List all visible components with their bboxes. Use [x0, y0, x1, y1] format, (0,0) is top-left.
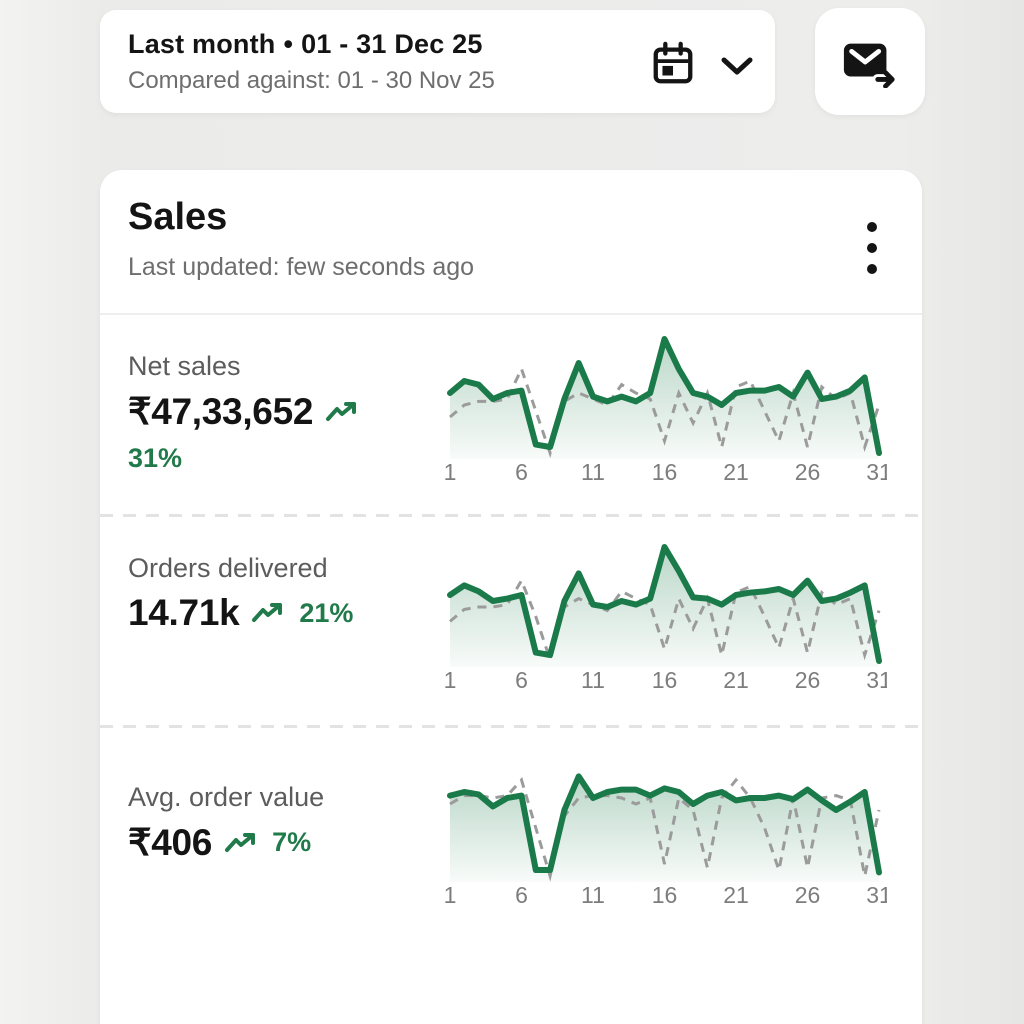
date-range-primary: Last month • 01 - 31 Dec 25: [128, 29, 655, 60]
metric-section-avg-order-value: Avg. order value ₹406 7% 1 6 11 16 21 26 31: [100, 728, 922, 1024]
svg-text:21: 21: [723, 882, 749, 907]
email-share-icon: [841, 36, 899, 88]
svg-text:31: 31: [866, 882, 887, 907]
svg-text:21: 21: [723, 459, 749, 484]
email-report-button[interactable]: [815, 8, 925, 115]
metric-change: 21%: [299, 597, 354, 628]
svg-text:16: 16: [652, 459, 678, 484]
avg-order-value-sparkline-chart: 1 6 11 16 21 26 31: [442, 752, 887, 907]
svg-text:16: 16: [652, 882, 678, 907]
period-label: Last month: [128, 28, 276, 59]
svg-text:21: 21: [723, 667, 749, 692]
svg-text:1: 1: [444, 459, 457, 484]
trending-up-icon: [325, 399, 361, 425]
orders-delivered-sparkline-chart: 1 6 11 16 21 26 31: [442, 537, 887, 692]
section-divider: [100, 725, 922, 728]
sales-title: Sales: [128, 196, 228, 238]
metric-label: Avg. order value: [128, 782, 325, 812]
metric-orders-delivered: Orders delivered 14.71k 21%: [128, 553, 438, 634]
svg-text:11: 11: [581, 882, 605, 907]
metric-change: 7%: [272, 827, 312, 857]
metric-net-sales: Net sales ₹47,33,652 31%: [128, 351, 438, 474]
svg-text:6: 6: [515, 882, 528, 907]
metric-value: ₹406: [128, 822, 213, 863]
svg-text:31: 31: [866, 667, 887, 692]
date-range-text: 01 - 31 Dec 25: [301, 28, 483, 59]
svg-text:1: 1: [444, 882, 457, 907]
metric-avg-order-value: Avg. order value ₹406 7%: [128, 782, 438, 864]
chevron-down-icon[interactable]: [717, 54, 757, 78]
bullet-separator: •: [283, 28, 294, 59]
svg-text:26: 26: [795, 667, 821, 692]
metric-value: ₹47,33,652: [128, 391, 314, 432]
date-range-selector[interactable]: Last month • 01 - 31 Dec 25 Compared again…: [100, 10, 775, 113]
svg-text:16: 16: [652, 667, 678, 692]
sales-card-header: Sales Last updated: few seconds ago: [100, 170, 922, 315]
section-divider: [100, 514, 922, 517]
svg-text:26: 26: [795, 882, 821, 907]
trending-up-icon: [251, 600, 287, 626]
trending-up-icon: [224, 830, 260, 856]
svg-text:6: 6: [515, 459, 528, 484]
metric-section-net-sales: Net sales ₹47,33,652 31% 1 6 11 16 21 26 31: [100, 315, 922, 517]
svg-text:11: 11: [581, 459, 605, 484]
svg-text:6: 6: [515, 667, 528, 692]
svg-text:1: 1: [444, 667, 457, 692]
compared-against-text: Compared against: 01 - 30 Nov 25: [128, 66, 495, 94]
sales-card: Sales Last updated: few seconds ago Net …: [100, 170, 922, 1024]
metric-value: 14.71k: [128, 592, 240, 633]
calendar-icon[interactable]: [649, 40, 697, 88]
svg-text:11: 11: [581, 667, 605, 692]
metric-label: Orders delivered: [128, 553, 328, 583]
metric-label: Net sales: [128, 351, 241, 381]
svg-text:26: 26: [795, 459, 821, 484]
kebab-menu-icon[interactable]: [852, 218, 892, 278]
metric-section-orders-delivered: Orders delivered 14.71k 21% 1 6 11 16 21 26 31: [100, 517, 922, 728]
last-updated-text: Last updated: few seconds ago: [128, 253, 475, 281]
net-sales-sparkline-chart: 1 6 11 16 21 26 31: [442, 329, 887, 484]
svg-text:31: 31: [866, 459, 887, 484]
metric-change: 31%: [128, 443, 183, 473]
